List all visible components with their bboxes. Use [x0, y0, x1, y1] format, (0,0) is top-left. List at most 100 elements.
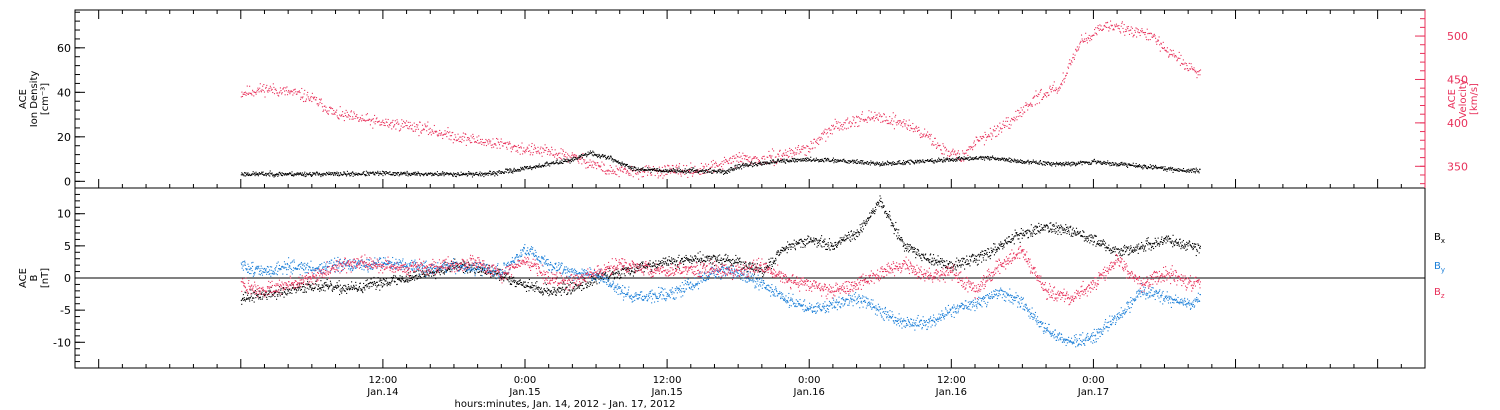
density-series-point: [1181, 170, 1183, 172]
density-series-point: [638, 169, 640, 171]
density-series-point: [312, 172, 314, 174]
density-series-point: [660, 170, 662, 172]
velocity-series-point: [1176, 59, 1179, 61]
density-series-point: [882, 164, 884, 166]
velocity-series-point: [666, 173, 668, 175]
velocity-series-point: [407, 127, 409, 129]
velocity-series-point: [1118, 24, 1120, 27]
velocity-series-point: [493, 146, 495, 148]
velocity-series-point: [534, 146, 536, 148]
bx-series-point: [391, 279, 393, 281]
velocity-series-point: [923, 133, 925, 135]
bx-series-point: [399, 278, 401, 280]
velocity-series-point: [399, 129, 401, 131]
velocity-series-point: [1121, 21, 1123, 23]
bx-series-point: [490, 276, 492, 278]
density-series-point: [1170, 166, 1172, 168]
density-series-point: [644, 170, 646, 172]
velocity-series-point: [354, 117, 356, 120]
velocity-series-point: [828, 127, 830, 129]
density-series-point: [930, 159, 932, 161]
density-series-point: [1084, 162, 1086, 165]
velocity-series-point: [959, 153, 961, 155]
velocity-series-point: [272, 83, 274, 85]
bx-series-point: [283, 286, 285, 289]
velocity-series-point: [492, 138, 494, 140]
velocity-series-point: [1062, 80, 1064, 82]
bx-series-point: [304, 287, 306, 289]
density-series-point: [777, 159, 780, 161]
density-series-point: [751, 162, 753, 164]
velocity-series-point: [639, 171, 641, 173]
density-series-point: [494, 175, 496, 177]
density-series-point: [818, 161, 820, 163]
velocity-series-point: [339, 114, 341, 116]
density-series-point: [1173, 168, 1175, 171]
density-series-point: [1186, 169, 1188, 171]
velocity-series-point: [479, 142, 481, 144]
density-series-point: [388, 172, 390, 174]
density-series-point: [1108, 162, 1110, 164]
velocity-series-point: [658, 175, 660, 177]
velocity-series-point: [626, 171, 628, 173]
velocity-series-point: [481, 143, 483, 145]
velocity-series-point: [848, 122, 850, 124]
velocity-series-point: [466, 137, 469, 139]
velocity-series-point: [525, 150, 527, 152]
bx-series-point: [525, 284, 527, 286]
bx-series-point: [678, 254, 680, 256]
bx-series-point: [697, 258, 699, 260]
velocity-series-point: [572, 154, 574, 156]
velocity-series-point: [487, 141, 489, 143]
density-series-point: [442, 171, 444, 173]
density-series-point: [709, 171, 711, 173]
density-series-point: [686, 170, 688, 172]
velocity-series-point: [719, 168, 721, 170]
density-series-point: [1161, 166, 1163, 168]
b-field-axis-tick-label: 10: [57, 208, 71, 221]
bx-series-point: [419, 275, 421, 277]
velocity-series-point: [324, 109, 326, 111]
bx-series-point: [611, 273, 613, 275]
density-series-point: [469, 173, 471, 175]
bx-series-point: [443, 273, 445, 275]
velocity-series-point: [547, 151, 549, 153]
density-series-point: [1115, 163, 1117, 165]
velocity-series-point: [578, 158, 580, 160]
velocity-series-point: [1033, 96, 1035, 98]
velocity-series-point: [305, 98, 308, 100]
velocity-series-point: [254, 91, 256, 93]
velocity-series-point: [342, 111, 344, 113]
velocity-series-point: [764, 158, 766, 160]
density-series-point: [853, 160, 855, 162]
density-series-point: [519, 169, 521, 171]
velocity-series-point: [599, 165, 601, 167]
density-series-point: [1038, 163, 1041, 165]
bx-series-point: [308, 288, 310, 290]
bx-series-point: [262, 296, 264, 298]
velocity-series-point: [976, 139, 978, 141]
density-series-point: [410, 174, 412, 176]
velocity-series-point: [893, 120, 895, 122]
velocity-series-point: [1075, 48, 1077, 50]
velocity-series-point: [275, 89, 277, 92]
density-series-point: [483, 176, 485, 178]
velocity-series-point: [875, 114, 877, 116]
bx-series-point: [321, 284, 323, 286]
bx-series-point: [715, 258, 717, 260]
velocity-series-point: [841, 123, 843, 126]
velocity-series-point: [461, 138, 463, 140]
bx-series-point: [505, 275, 507, 277]
bx-series-point: [449, 266, 451, 268]
velocity-series-point: [365, 120, 367, 122]
bx-series-point: [608, 278, 610, 280]
velocity-series-point: [337, 117, 339, 119]
density-series-point: [587, 154, 589, 156]
velocity-series-point: [1021, 115, 1023, 118]
bx-series-point: [401, 278, 403, 280]
velocity-series-point: [306, 94, 308, 96]
velocity-series-point: [356, 114, 358, 116]
bx-series-point: [586, 285, 588, 287]
bx-series-point: [325, 281, 327, 283]
density-series-point: [599, 156, 601, 158]
